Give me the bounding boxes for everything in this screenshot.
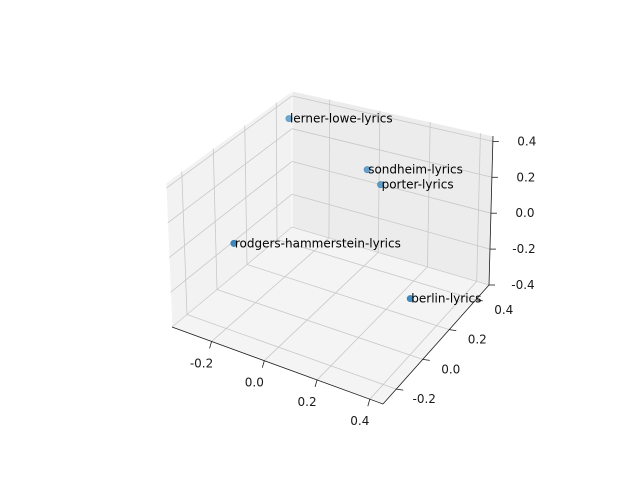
point-label-sondheim-lyrics: sondheim-lyrics: [368, 163, 463, 177]
y-grid-floor-3: [276, 239, 476, 301]
x-grid-back-2: [427, 121, 431, 267]
y-grid-floor-2: [246, 264, 450, 331]
x-tick-label: 0.0: [245, 376, 264, 390]
y-tick-0: [396, 388, 404, 391]
z-grid-back-4: [291, 95, 493, 142]
data-point-sondheim-lyrics: [363, 166, 371, 174]
tick-marks: -0.2 0.0 0.2 0.4 -0.2 0.0 0.2 0.4 -0.4 -0.2 0.0 0.2…: [190, 134, 537, 428]
y-tick-label: 0.0: [441, 362, 460, 376]
point-label-rodgers-hammerstein-lyrics: rodgers-hammerstein-lyrics: [235, 236, 401, 250]
y-tick-label: 0.4: [494, 303, 513, 317]
z-tick-label: 0.4: [517, 134, 536, 148]
y-grid-floor-1: [216, 289, 423, 360]
axes: [171, 135, 494, 405]
x-tick-3: [367, 399, 371, 407]
z-grid-left-0: [171, 226, 293, 328]
y-grid-left-0: [181, 171, 188, 315]
x-grid-floor-3: [369, 281, 477, 400]
z-axis-line: [488, 135, 494, 286]
data-point-lerner-lowe-lyrics: [285, 115, 293, 123]
x-grid-back-3: [476, 133, 481, 282]
data-point-berlin-lyrics: [406, 295, 414, 303]
z-grid-back-0: [291, 226, 490, 286]
z-tick-label: -0.2: [512, 242, 535, 256]
y-tick-3: [475, 299, 483, 302]
x-grid-floor-2: [316, 266, 428, 381]
x-tick-0: [209, 341, 212, 349]
z-grid-back-3: [291, 128, 492, 178]
z-grid-left-4: [165, 95, 293, 189]
data-point-porter-lyrics: [377, 181, 385, 189]
y-tick-label: 0.2: [468, 333, 487, 347]
y-grid-left-2: [244, 125, 248, 265]
data-point-rodgers-hammerstein-lyrics: [230, 239, 238, 247]
z-tick-label: 0.2: [516, 170, 535, 184]
y-grid-floor-0: [186, 314, 397, 390]
grid-lines: [165, 95, 493, 400]
y-tick-2: [449, 329, 457, 332]
x-axis-line: [171, 326, 384, 405]
x-tick-label: -0.2: [190, 356, 213, 370]
z-grid-left-3: [167, 128, 293, 224]
point-label-berlin-lyrics: berlin-lyrics: [411, 292, 481, 306]
z-grid-back-1: [291, 193, 491, 250]
z-grid-left-2: [168, 161, 293, 258]
data-points: lerner-lowe-lyrics sondheim-lyricsporter-…: [230, 112, 481, 306]
y-grid-left-1: [212, 148, 218, 290]
z-grid-back-2: [291, 161, 492, 214]
z-tick-label: -0.4: [511, 278, 534, 292]
x-tick-1: [261, 360, 265, 368]
x-tick-label: 0.2: [298, 395, 317, 409]
y-tick-label: -0.2: [413, 392, 436, 406]
x-tick-label: 0.4: [350, 414, 369, 428]
z-tick-label: 0.0: [515, 206, 534, 220]
x-grid-floor-1: [264, 252, 379, 361]
y-axis-line: [382, 284, 490, 405]
y-tick-1: [422, 358, 430, 361]
x-tick-2: [314, 379, 318, 388]
x-grid-floor-0: [211, 237, 330, 342]
x-grid-back-0: [328, 99, 331, 238]
point-label-porter-lyrics: porter-lyrics: [382, 178, 454, 192]
point-label-lerner-lowe-lyrics: lerner-lowe-lyrics: [290, 112, 393, 126]
y-grid-left-3: [275, 102, 278, 240]
